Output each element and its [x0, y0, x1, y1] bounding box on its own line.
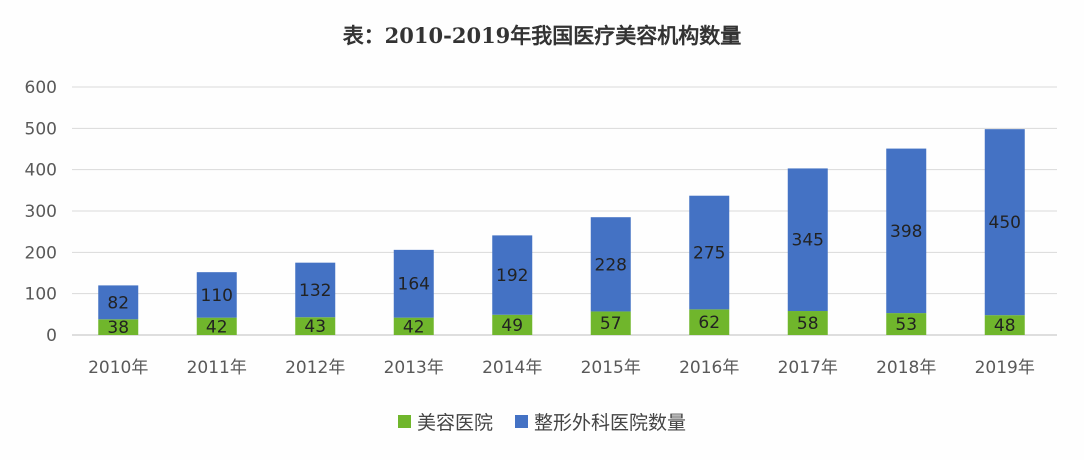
data-label: 43 — [304, 317, 326, 337]
y-tick-label: 0 — [46, 326, 57, 346]
data-label: 164 — [398, 275, 430, 295]
data-label: 398 — [890, 222, 922, 242]
data-label: 42 — [403, 317, 425, 337]
bar-zhengxing — [886, 148, 927, 314]
data-label: 110 — [201, 286, 233, 306]
bar-meirong — [295, 317, 336, 335]
bar-meirong — [492, 314, 533, 335]
legend-item-meirong: 美容医院 — [397, 408, 493, 435]
data-label: 345 — [792, 231, 824, 251]
y-tick-label: 600 — [25, 78, 57, 98]
legend-label: 美容医院 — [416, 412, 493, 434]
bar-meirong — [98, 319, 139, 335]
data-label: 49 — [501, 316, 523, 336]
x-tick-label: 2016年 — [679, 358, 739, 378]
x-tick-label: 2019年 — [975, 358, 1035, 378]
legend-label: 整形外科医院数量 — [534, 412, 687, 434]
bar-meirong — [393, 317, 434, 335]
data-label: 82 — [107, 293, 129, 313]
data-label: 228 — [595, 255, 627, 275]
y-tick-label: 200 — [25, 243, 57, 263]
x-tick-label: 2011年 — [187, 358, 247, 378]
data-label: 57 — [600, 314, 622, 334]
bar-meirong — [984, 315, 1025, 335]
legend-swatch — [397, 415, 411, 428]
legend: 美容医院 整形外科医院数量 — [0, 408, 1084, 435]
bar-zhengxing — [984, 129, 1025, 316]
bar-meirong — [196, 317, 237, 335]
bar-zhengxing — [196, 272, 237, 318]
legend-swatch — [515, 415, 528, 428]
bar-meirong — [689, 309, 730, 335]
bar-zhengxing — [492, 235, 533, 315]
data-label: 62 — [698, 313, 720, 333]
x-tick-label: 2018年 — [876, 358, 936, 378]
data-label: 450 — [989, 213, 1021, 233]
bar-meirong — [590, 311, 631, 335]
bar-zhengxing — [689, 195, 730, 310]
y-tick-label: 500 — [25, 119, 57, 139]
bar-meirong — [886, 313, 927, 335]
x-tick-label: 2013年 — [384, 358, 444, 378]
data-label: 53 — [895, 315, 917, 335]
x-tick-label: 2017年 — [778, 358, 838, 378]
bar-zhengxing — [393, 249, 434, 318]
x-tick-label: 2012年 — [285, 358, 345, 378]
y-tick-label: 400 — [25, 161, 57, 181]
bar-zhengxing — [295, 262, 336, 318]
x-tick-label: 2014年 — [482, 358, 542, 378]
data-label: 38 — [107, 318, 129, 338]
x-tick-label: 2015年 — [581, 358, 641, 378]
bar-zhengxing — [590, 217, 631, 312]
data-label: 42 — [206, 317, 228, 337]
data-label: 192 — [496, 266, 528, 286]
y-tick-label: 300 — [25, 202, 57, 222]
data-label: 48 — [994, 316, 1016, 336]
x-tick-label: 2010年 — [88, 358, 148, 378]
legend-item-zhengxing: 整形外科医院数量 — [515, 408, 686, 435]
y-tick-label: 100 — [25, 285, 57, 305]
data-label: 58 — [797, 314, 819, 334]
bar-zhengxing — [787, 168, 828, 312]
chart-title: 表：2010-2019年我国医疗美容机构数量 — [342, 23, 742, 48]
data-label: 132 — [299, 281, 331, 301]
data-label: 275 — [693, 244, 725, 264]
bar-meirong — [787, 311, 828, 335]
bar-zhengxing — [98, 285, 139, 320]
